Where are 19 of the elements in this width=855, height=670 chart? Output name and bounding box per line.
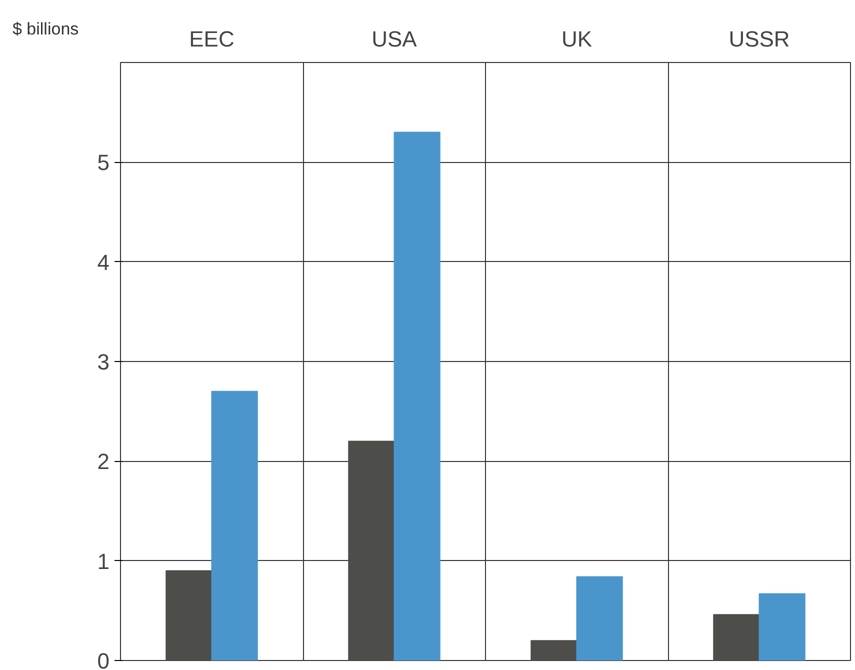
x-tick-label: USSR xyxy=(728,26,790,52)
y-tick-label: 0 xyxy=(97,648,110,670)
bar xyxy=(530,640,578,660)
bar xyxy=(394,132,440,660)
x-tick-label: EEC xyxy=(189,26,234,52)
y-tick-label: 2 xyxy=(97,449,110,474)
bar xyxy=(576,576,623,660)
y-tick-label: 4 xyxy=(97,250,110,275)
y-tick-label: 5 xyxy=(97,150,110,176)
y-tick-label: 1 xyxy=(97,548,110,574)
y-axis-title: $ billions xyxy=(12,20,79,38)
bar xyxy=(166,570,212,660)
bar xyxy=(348,440,395,660)
bar xyxy=(211,390,258,660)
x-tick-label: UK xyxy=(561,26,592,52)
bar xyxy=(758,593,806,660)
y-tick-label: 3 xyxy=(97,350,110,374)
bar xyxy=(713,614,760,660)
x-tick-label: USA xyxy=(372,26,418,52)
